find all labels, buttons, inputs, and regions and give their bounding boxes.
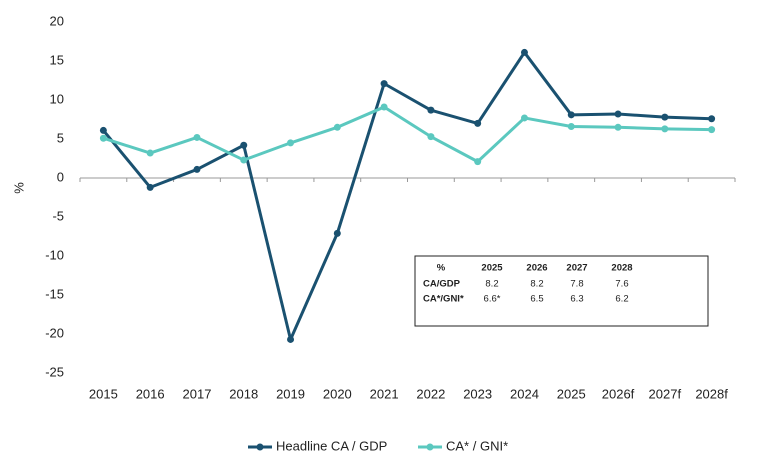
table-cell: 6.3	[570, 294, 583, 305]
data-point	[240, 141, 248, 149]
data-point	[474, 158, 482, 166]
data-point	[99, 126, 107, 134]
data-point	[567, 123, 575, 131]
data-point	[661, 113, 669, 121]
table-header: 2025	[481, 263, 503, 274]
data-point	[520, 48, 528, 56]
data-point	[661, 125, 669, 133]
x-tick-label: 2026f	[602, 386, 635, 401]
data-point	[380, 103, 388, 111]
x-tick-label: 2021	[370, 386, 399, 401]
table-cell: 8.2	[485, 279, 498, 290]
data-point	[287, 139, 295, 147]
data-point	[427, 133, 435, 141]
y-tick-label: 5	[57, 130, 64, 145]
data-point	[427, 106, 435, 114]
data-point	[99, 134, 107, 142]
x-tick-label: 2020	[323, 386, 352, 401]
table-header: 2027	[566, 263, 587, 274]
series-line	[102, 50, 712, 341]
table-box	[414, 255, 709, 327]
x-tick-label: 2017	[183, 386, 212, 401]
data-point	[474, 119, 482, 127]
data-point	[146, 183, 154, 191]
table-header: 2026	[526, 263, 547, 274]
y-tick-label: 0	[57, 169, 64, 184]
data-point	[146, 149, 154, 157]
table-header: %	[437, 263, 446, 274]
table-header: 2028	[611, 263, 632, 274]
y-tick-label: 20	[50, 13, 64, 28]
x-tick-label: 2015	[89, 386, 118, 401]
data-point	[614, 110, 622, 118]
table-cell: 8.2	[530, 279, 543, 290]
x-tick-label: 2016	[136, 386, 165, 401]
x-tick-label: 2024	[510, 386, 539, 401]
data-point	[287, 335, 295, 343]
data-point	[708, 115, 716, 123]
x-tick-label: 2019	[276, 386, 305, 401]
data-point	[240, 156, 248, 164]
x-tick-label: 2018	[229, 386, 258, 401]
y-tick-label: -25	[45, 364, 64, 379]
x-tick-label: 2027f	[649, 386, 682, 401]
legend-label: CA* / GNI*	[446, 438, 508, 453]
table-cell: CA/GDP	[423, 279, 461, 290]
table-cell: 6.5	[530, 294, 543, 305]
x-tick-label: 2025	[557, 386, 586, 401]
data-point	[708, 126, 716, 134]
x-tick-label: 2023	[463, 386, 492, 401]
data-point	[333, 123, 341, 131]
table-cell: 6.6*	[484, 294, 501, 305]
table-cell: 6.2	[615, 294, 628, 305]
y-tick-label: -10	[45, 247, 64, 262]
data-point	[520, 114, 528, 122]
y-axis-label: %	[11, 182, 26, 194]
legend-label: Headline CA / GDP	[276, 438, 387, 453]
y-tick-label: -15	[45, 286, 64, 301]
y-tick-label: 10	[50, 91, 64, 106]
data-point	[614, 123, 622, 131]
x-tick-label: 2028f	[695, 386, 728, 401]
series-line	[102, 105, 712, 164]
y-tick-label: -20	[45, 325, 64, 340]
data-point	[193, 133, 201, 141]
y-tick-label: 15	[50, 52, 64, 67]
data-point	[567, 111, 575, 119]
legend-marker	[256, 443, 264, 451]
table-cell: 7.6	[615, 279, 628, 290]
data-point	[380, 80, 388, 88]
table-cell: 7.8	[570, 279, 583, 290]
legend-marker	[426, 443, 434, 451]
data-point	[193, 165, 201, 173]
table-cell: CA*/GNI*	[423, 294, 464, 305]
y-tick-label: -5	[52, 208, 64, 223]
x-tick-label: 2022	[416, 386, 445, 401]
data-point	[333, 229, 341, 237]
